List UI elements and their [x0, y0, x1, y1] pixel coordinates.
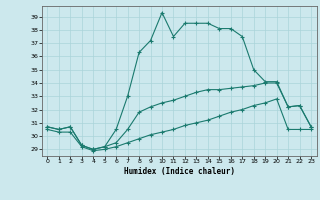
- X-axis label: Humidex (Indice chaleur): Humidex (Indice chaleur): [124, 167, 235, 176]
